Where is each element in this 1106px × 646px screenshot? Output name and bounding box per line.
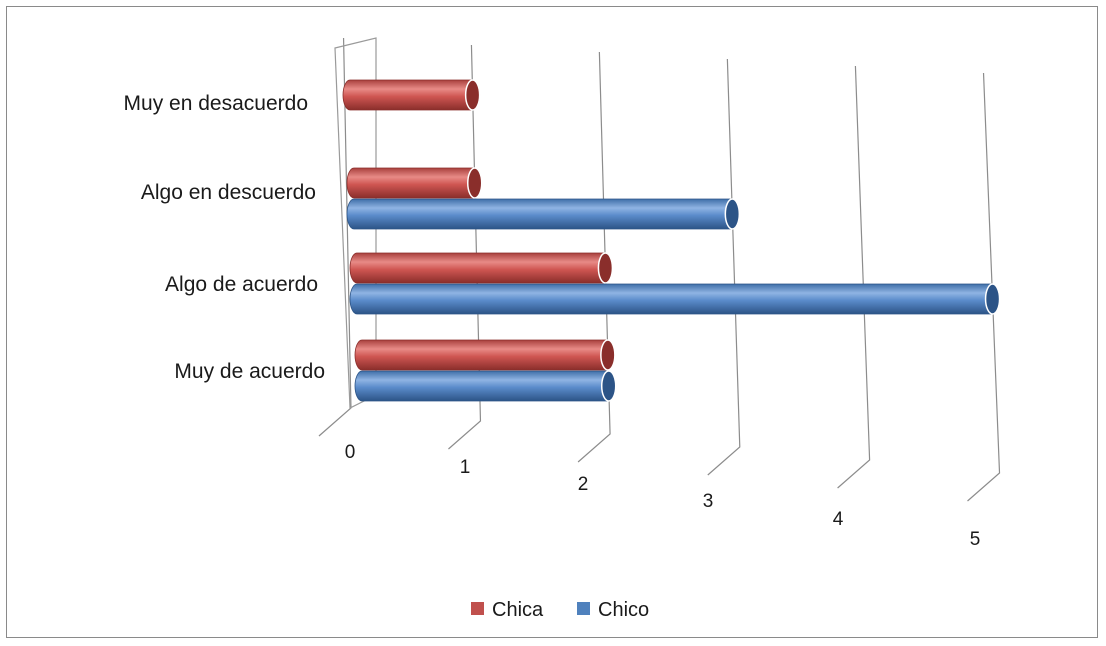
bar-chica-2 [346, 167, 483, 199]
x-tick-label-1: 1 [460, 457, 471, 478]
gridline-3 [707, 58, 741, 476]
bar-chico-1 [349, 283, 1001, 315]
bar-chica-1 [349, 252, 614, 284]
x-tick-label-2: 2 [578, 474, 589, 495]
bar-chico-0 [354, 370, 617, 402]
category-label-1: Algo de acuerdo [165, 273, 318, 296]
legend-swatch-chico [577, 602, 590, 615]
bar-chica-3 [342, 79, 481, 111]
category-label-3: Muy en desacuerdo [124, 92, 308, 115]
x-tick-label-0: 0 [345, 442, 356, 463]
gridline-2 [577, 51, 611, 463]
gridline-4 [837, 65, 871, 489]
x-tick-label-4: 4 [833, 509, 844, 530]
legend-label-chico: Chico [598, 599, 649, 621]
category-label-2: Algo en descuerdo [141, 181, 316, 204]
gridline-5 [967, 72, 1001, 502]
bar-chico-2 [346, 198, 741, 230]
legend-swatch-chica [471, 602, 484, 615]
category-label-0: Muy de acuerdo [174, 360, 325, 383]
chart-frame [6, 6, 1098, 638]
x-tick-label-3: 3 [703, 491, 714, 512]
x-tick-label-5: 5 [970, 529, 981, 550]
legend-label-chica: Chica [492, 599, 544, 621]
bar-chica-0 [354, 339, 616, 371]
